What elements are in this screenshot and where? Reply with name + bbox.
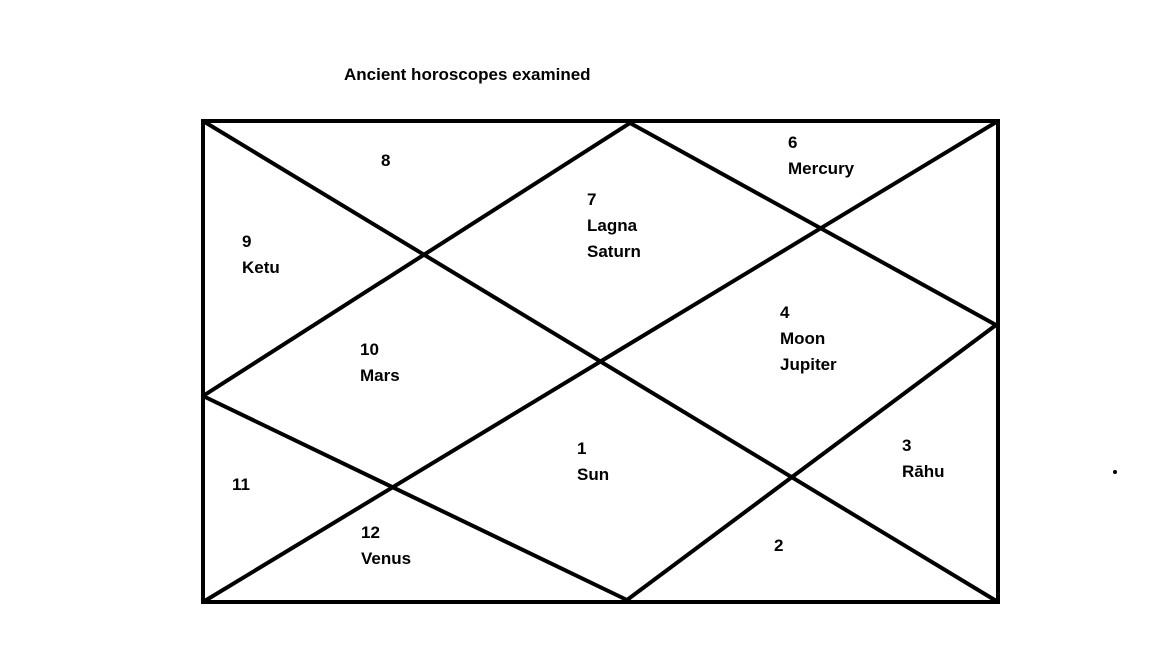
planet-label: Venus — [361, 549, 412, 568]
planet-label: Mars — [360, 366, 400, 385]
diamond-line — [625, 323, 998, 602]
house-6: 6 Mercury — [788, 130, 854, 182]
house-7: 7 Lagna Saturn — [587, 187, 641, 265]
house-12: 12 Venus — [361, 520, 411, 572]
house-number: 11 — [232, 475, 250, 494]
diagonal-line — [201, 119, 1000, 604]
house-2: 2 — [774, 533, 783, 559]
planet-label: Saturn — [587, 242, 641, 261]
planet-label: Mercury — [788, 159, 855, 178]
house-8: 8 — [381, 148, 390, 174]
house-11: 11 — [232, 472, 250, 498]
diamond-line — [628, 121, 998, 327]
planet-label: Lagna — [587, 216, 638, 235]
planet-label: Moon — [780, 329, 826, 348]
house-10: 10 Mars — [360, 337, 400, 389]
house-number: 9 — [242, 232, 252, 251]
house-number: 4 — [780, 303, 790, 322]
house-number: 7 — [587, 190, 597, 209]
planet-label: Ketu — [242, 258, 280, 277]
chart-title: Ancient horoscopes examined — [344, 65, 591, 84]
chart-frame — [201, 119, 1000, 604]
house-number: 1 — [577, 439, 587, 458]
planet-label: Jupiter — [780, 355, 837, 374]
house-number: 2 — [774, 536, 784, 555]
planet-label: Rāhu — [902, 462, 945, 481]
house-3: 3 Rāhu — [902, 433, 945, 485]
house-4: 4 Moon Jupiter — [780, 300, 837, 378]
house-number: 10 — [360, 340, 379, 359]
planet-label: Sun — [577, 465, 610, 484]
house-1: 1 Sun — [577, 436, 609, 488]
house-number: 8 — [381, 151, 391, 170]
house-number: 12 — [361, 523, 380, 542]
house-number: 3 — [902, 436, 912, 455]
diamond-line — [201, 394, 629, 602]
house-9: 9 Ketu — [242, 229, 280, 281]
dot-mark — [1113, 470, 1117, 474]
diamond-line — [201, 121, 632, 398]
house-number: 6 — [788, 133, 798, 152]
